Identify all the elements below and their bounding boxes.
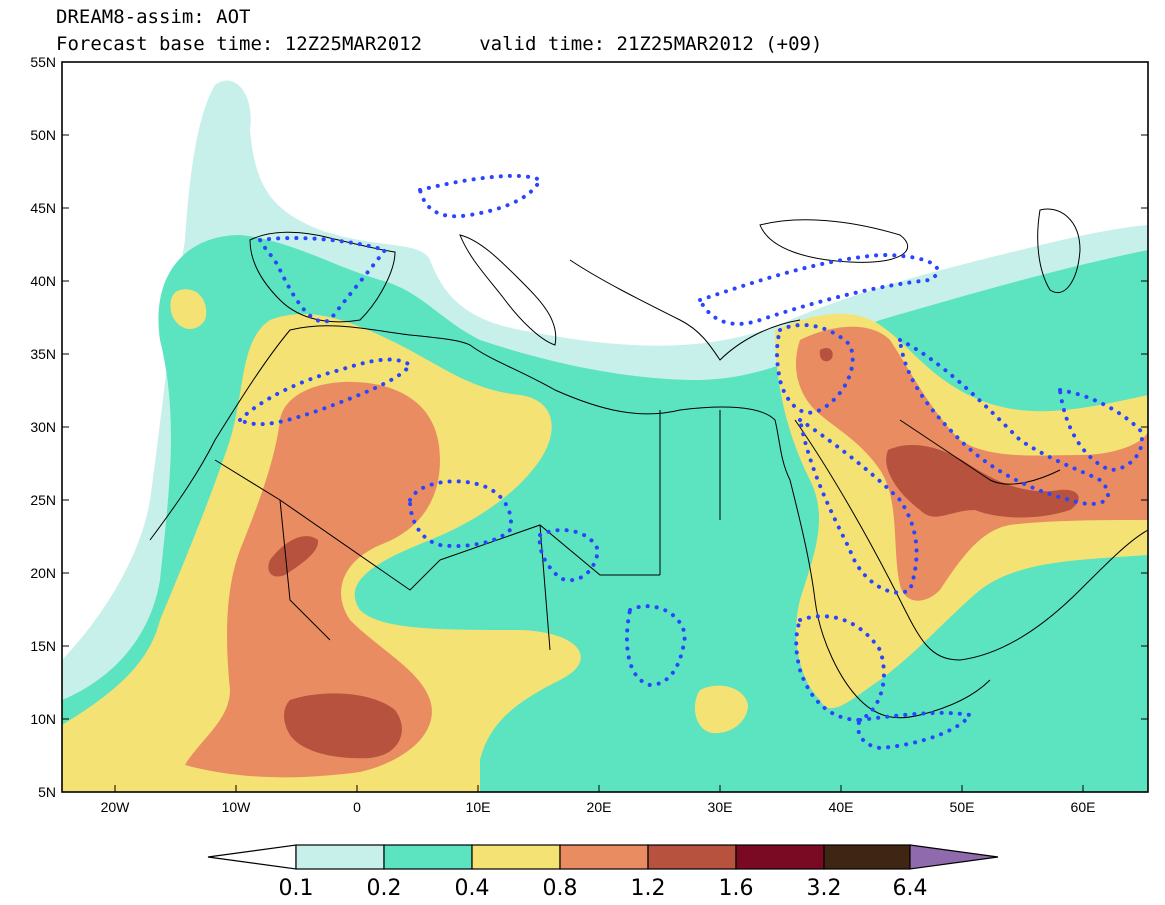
africa-coastline <box>149 325 991 719</box>
dotted-contour-south <box>856 710 974 751</box>
dotted-contour-turkey <box>698 252 940 326</box>
colorbar-swatch <box>823 844 911 870</box>
europe-coastline <box>249 231 396 323</box>
x-label: 20E <box>587 799 612 815</box>
colorbar <box>207 844 999 870</box>
aot-band-0.8-west <box>185 381 440 778</box>
aot-band-0.8-east <box>795 326 1148 601</box>
x-label: 10W <box>222 799 252 815</box>
aot-band-0.4-center <box>694 685 748 734</box>
y-label: 35N <box>30 346 56 362</box>
x-label: 30E <box>708 799 733 815</box>
colorbar-swatch <box>647 844 737 870</box>
colorbar-label: 1.2 <box>631 876 666 901</box>
y-label: 30N <box>30 419 56 435</box>
colorbar-swatch <box>559 844 649 870</box>
blacksea-coastline <box>759 219 909 263</box>
colorbar-under-triangle <box>207 844 297 870</box>
colorbar-label: 0.4 <box>455 876 490 901</box>
map-title: DREAM8-assim: AOT <box>56 6 251 28</box>
coastlines <box>149 208 1148 719</box>
y-label: 5N <box>38 784 56 800</box>
dotted-contour-arabia <box>798 418 919 595</box>
balkans-coastline <box>569 259 801 361</box>
y-label: 55N <box>30 54 56 70</box>
aot-band-1.2-small <box>268 536 319 577</box>
dotted-contour-europe-north <box>418 173 543 219</box>
y-label: 15N <box>30 638 56 654</box>
dotted-contour-gulf <box>898 338 1110 506</box>
colorbar-label: 0.1 <box>279 876 314 901</box>
y-label: 10N <box>30 711 56 727</box>
caspian-coastline <box>1037 208 1081 293</box>
colorbar-label: 1.6 <box>719 876 754 901</box>
x-label: 20W <box>101 799 131 815</box>
dotted-contour-central <box>408 479 513 549</box>
colorbar-labels: 0.1 0.2 0.4 0.8 1.2 1.6 3.2 6.4 <box>279 876 928 901</box>
aot-band-1.2-west <box>284 693 402 759</box>
italy-coastline <box>459 234 557 346</box>
map-subtitle: Forecast base time: 12Z25MAR2012 valid t… <box>56 33 823 55</box>
arabia-coastline <box>794 419 1148 661</box>
y-label: 40N <box>30 273 56 289</box>
dotted-contour-sudan <box>625 604 688 688</box>
colorbar-label: 6.4 <box>893 876 928 901</box>
dotted-contour-east <box>1058 388 1144 473</box>
x-label: 0 <box>353 799 361 815</box>
y-axis-labels: 55N 50N 45N 40N 35N 30N 25N 20N 15N 10N … <box>30 54 56 800</box>
x-label: 60E <box>1071 799 1096 815</box>
aot-band-0.4-small <box>170 289 207 330</box>
colorbar-label: 3.2 <box>807 876 842 901</box>
colorbar-over-triangle <box>909 844 999 870</box>
colorbar-swatch <box>735 844 825 870</box>
colorbar-swatch <box>295 844 385 870</box>
dotted-contour-levant <box>775 323 855 415</box>
y-label: 25N <box>30 492 56 508</box>
y-label: 45N <box>30 200 56 216</box>
aot-shading <box>62 80 1148 792</box>
border-lines <box>214 410 721 651</box>
y-label: 20N <box>30 565 56 581</box>
x-label: 10E <box>466 799 491 815</box>
x-label: 50E <box>950 799 975 815</box>
aot-band-1.2-east <box>886 445 1079 518</box>
dotted-contours <box>238 173 1144 751</box>
gulf-coastline <box>899 419 1061 485</box>
dotted-contour-chad <box>537 528 601 583</box>
colorbar-label: 0.8 <box>543 876 578 901</box>
colorbar-swatch <box>383 844 473 870</box>
axis-ticks <box>62 61 1148 792</box>
aot-band-1.2-levant <box>819 347 833 362</box>
y-label: 50N <box>30 127 56 143</box>
colorbar-label: 0.2 <box>367 876 402 901</box>
x-label: 40E <box>829 799 854 815</box>
colorbar-swatch <box>471 844 561 870</box>
x-axis-labels: 20W 10W 0 10E 20E 30E 40E 50E 60E <box>101 799 1096 815</box>
